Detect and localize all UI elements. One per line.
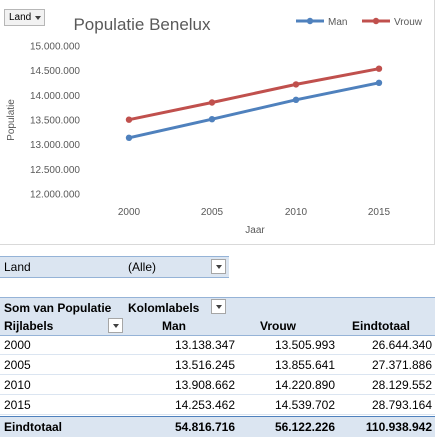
cell-vrouw: 14.539.702 [274, 398, 335, 412]
pivot-column-header-row: Rijlabels Man Vrouw Eindtotaal [0, 317, 435, 336]
cell-vrouw: 14.220.890 [274, 378, 335, 392]
cell-vrouw: 13.855.641 [274, 358, 335, 372]
report-filter-row: Land (Alle) [0, 256, 229, 278]
row-label: 2000 [4, 338, 31, 352]
column-header-eindtotaal: Eindtotaal [352, 319, 411, 333]
line-chart: Populatie Benelux 12.000.000 12.500.000 13.… [6, 15, 423, 236]
total-vrouw: 56.122.226 [274, 420, 335, 434]
series-line-vrouw [128, 67, 380, 122]
land-field-button[interactable]: Land [4, 9, 46, 26]
table-row: 2015 14.253.462 14.539.702 28.793.164 [0, 396, 435, 415]
column-header-man: Man [162, 319, 186, 333]
y-tick-label: 12.000.000 [30, 190, 80, 201]
data-point [125, 134, 133, 141]
column-labels-dropdown-button[interactable] [211, 299, 226, 314]
y-tick-label: 14.500.000 [30, 66, 80, 77]
dropdown-arrow-icon [215, 304, 222, 309]
y-tick-label: 13.500.000 [30, 116, 80, 127]
data-point [292, 96, 300, 104]
row-label: 2015 [4, 398, 31, 412]
chart-title: Populatie Benelux [73, 15, 211, 34]
table-row: 2010 13.908.662 14.220.890 28.129.552 [0, 376, 435, 395]
x-tick-label: 2005 [201, 207, 224, 218]
x-tick-label: 2000 [118, 207, 141, 218]
legend-marker [372, 17, 380, 25]
filter-dropdown-button[interactable] [211, 259, 226, 274]
total-eindtotaal: 110.938.942 [365, 420, 432, 434]
cell-man: 13.908.662 [174, 378, 235, 392]
total-label: Eindtotaal [4, 420, 63, 434]
cell-eindtotaal: 28.129.552 [371, 378, 432, 392]
column-labels-header: Kolomlabels [128, 301, 200, 315]
x-tick-label: 2015 [368, 207, 391, 218]
cell-man: 14.253.462 [174, 398, 235, 412]
row-labels-dropdown-button[interactable] [108, 318, 123, 333]
y-tick-label: 15.000.000 [30, 42, 80, 53]
cell-eindtotaal: 27.371.886 [371, 358, 432, 372]
total-man: 54.816.716 [174, 420, 235, 434]
legend-label: Vrouw [394, 17, 423, 28]
x-tick-label: 2010 [285, 207, 308, 218]
data-point [125, 116, 133, 123]
data-point [375, 65, 383, 72]
y-tick-label: 12.500.000 [30, 165, 80, 176]
dropdown-arrow-icon [112, 323, 119, 328]
y-tick-label: 14.000.000 [30, 91, 80, 102]
cell-eindtotaal: 26.644.340 [371, 338, 432, 352]
y-axis-title: Populatie [6, 99, 17, 141]
dropdown-arrow-icon [35, 15, 42, 20]
dropdown-arrow-icon [215, 264, 222, 269]
land-field-label: Land [9, 12, 32, 23]
data-point [208, 99, 216, 106]
filter-value: (Alle) [128, 260, 157, 274]
table-row: 2005 13.516.245 13.855.641 27.371.886 [0, 356, 435, 375]
row-label: 2010 [4, 378, 31, 392]
values-label: Som van Populatie [4, 301, 112, 315]
pivot-chart[interactable]: Populatie Benelux 12.000.000 12.500.000 13.… [0, 0, 435, 245]
x-axis-title: Jaar [245, 225, 265, 236]
row-labels-header: Rijlabels [4, 319, 54, 333]
table-row: 2000 13.138.347 13.505.993 26.644.340 [0, 336, 435, 355]
cell-eindtotaal: 28.793.164 [371, 398, 432, 412]
data-point [208, 116, 216, 123]
legend-marker [306, 17, 314, 25]
cell-man: 13.138.347 [174, 338, 235, 352]
cell-man: 13.516.245 [174, 358, 235, 372]
cell-vrouw: 13.505.993 [274, 338, 335, 352]
legend-label: Man [328, 17, 347, 28]
data-point [375, 79, 383, 87]
row-label: 2005 [4, 358, 31, 372]
data-point [292, 81, 300, 88]
filter-label: Land [4, 260, 31, 274]
series-line-man [128, 81, 380, 140]
grand-total-row: Eindtotaal 54.816.716 56.122.226 110.938… [0, 416, 435, 437]
y-tick-label: 13.000.000 [30, 140, 80, 151]
column-header-vrouw: Vrouw [260, 319, 297, 333]
pivot-header-row: Som van Populatie Kolomlabels [0, 297, 435, 317]
